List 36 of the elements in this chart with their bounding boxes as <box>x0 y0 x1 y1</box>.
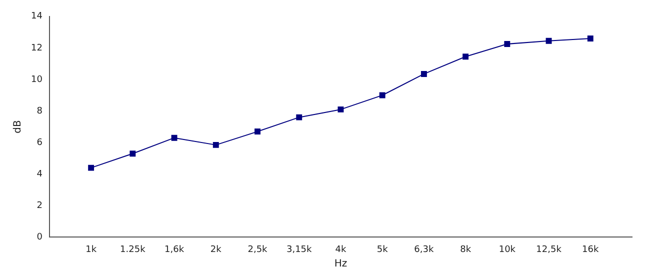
point <box>171 134 178 141</box>
x-tick-label: 2,5k <box>248 244 268 255</box>
x-tick-label: 6,3k <box>414 244 434 255</box>
point <box>462 54 469 60</box>
point <box>130 150 136 157</box>
x-tick-label: 4k <box>335 244 347 255</box>
x-tick-label: 16k <box>582 244 600 255</box>
x-axis-title: Hz <box>334 258 348 270</box>
x-tick-label: 12,5k <box>536 244 562 255</box>
y-tick-label: 0 <box>36 232 43 243</box>
y-tick-label: 14 <box>31 12 43 22</box>
point <box>420 70 427 77</box>
y-tick-label: 6 <box>36 138 43 148</box>
y-tick-label: 2 <box>36 201 42 211</box>
x-tick-label: 1k <box>86 244 98 255</box>
y-axis-title: dB <box>12 120 24 134</box>
point <box>88 164 94 171</box>
x-tick-label: 3,15k <box>286 244 313 255</box>
point <box>587 36 594 42</box>
y-tick-label: 8 <box>36 106 43 116</box>
point <box>379 92 386 98</box>
point <box>254 128 260 135</box>
y-tick-label: 10 <box>31 74 43 85</box>
x-tick-label: 1.25k <box>120 244 146 255</box>
point <box>546 38 552 44</box>
x-tick-label: 10k <box>498 244 516 255</box>
x-tick-label: 1,6k <box>164 244 185 255</box>
point <box>212 142 219 148</box>
x-tick-label: 8k <box>460 244 472 255</box>
y-tick-label: 12 <box>31 43 42 54</box>
point <box>296 114 302 120</box>
y-tick-label: 4 <box>36 169 43 180</box>
point <box>338 106 344 112</box>
x-tick-label: 5k <box>376 244 389 255</box>
x-tick-label: 2k <box>210 244 222 255</box>
point <box>504 41 510 47</box>
